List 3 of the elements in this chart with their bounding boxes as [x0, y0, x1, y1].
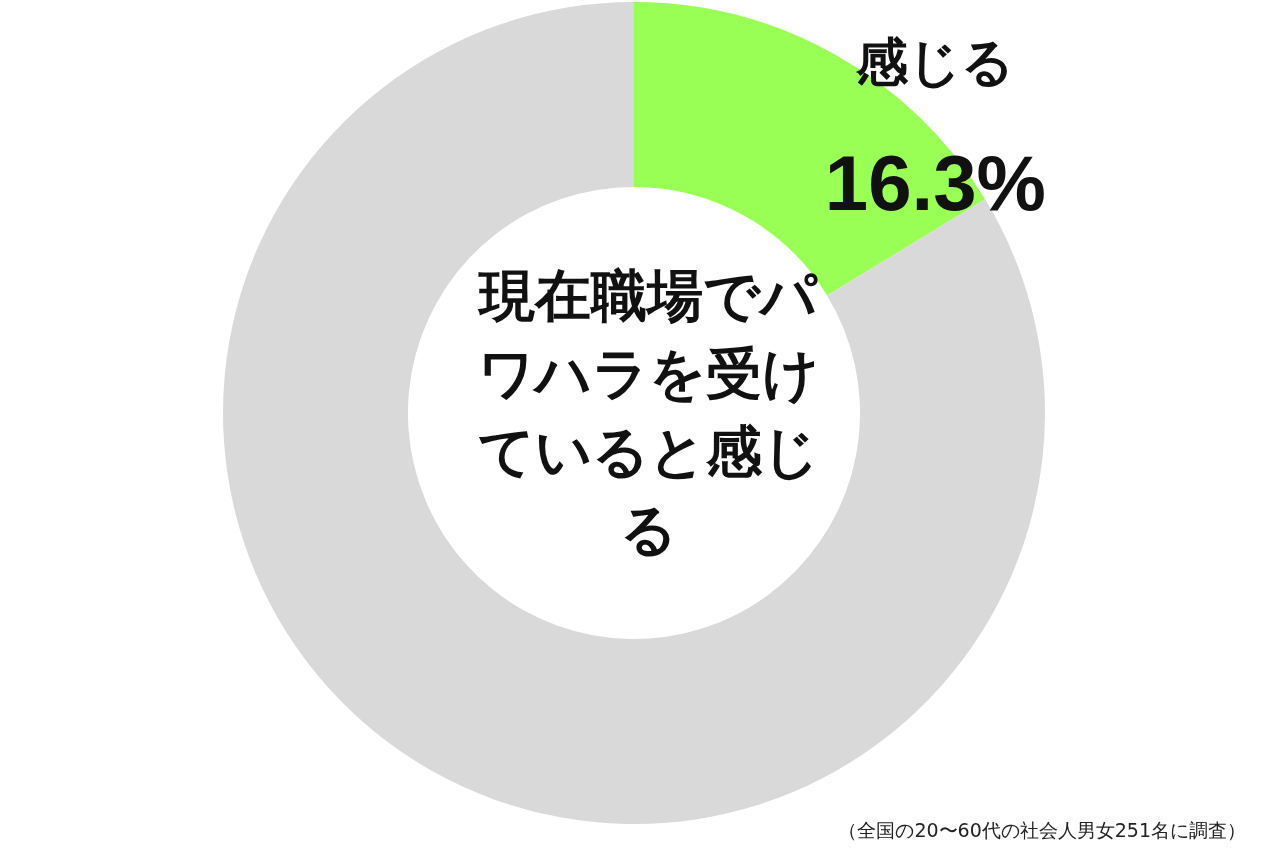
slice-label: 感じる — [855, 32, 1015, 93]
text: 現在職場でパワハラを受けていると感じる — [477, 263, 819, 562]
text: （全国の20〜60代の社会人男女251名に調査） — [838, 818, 1246, 843]
